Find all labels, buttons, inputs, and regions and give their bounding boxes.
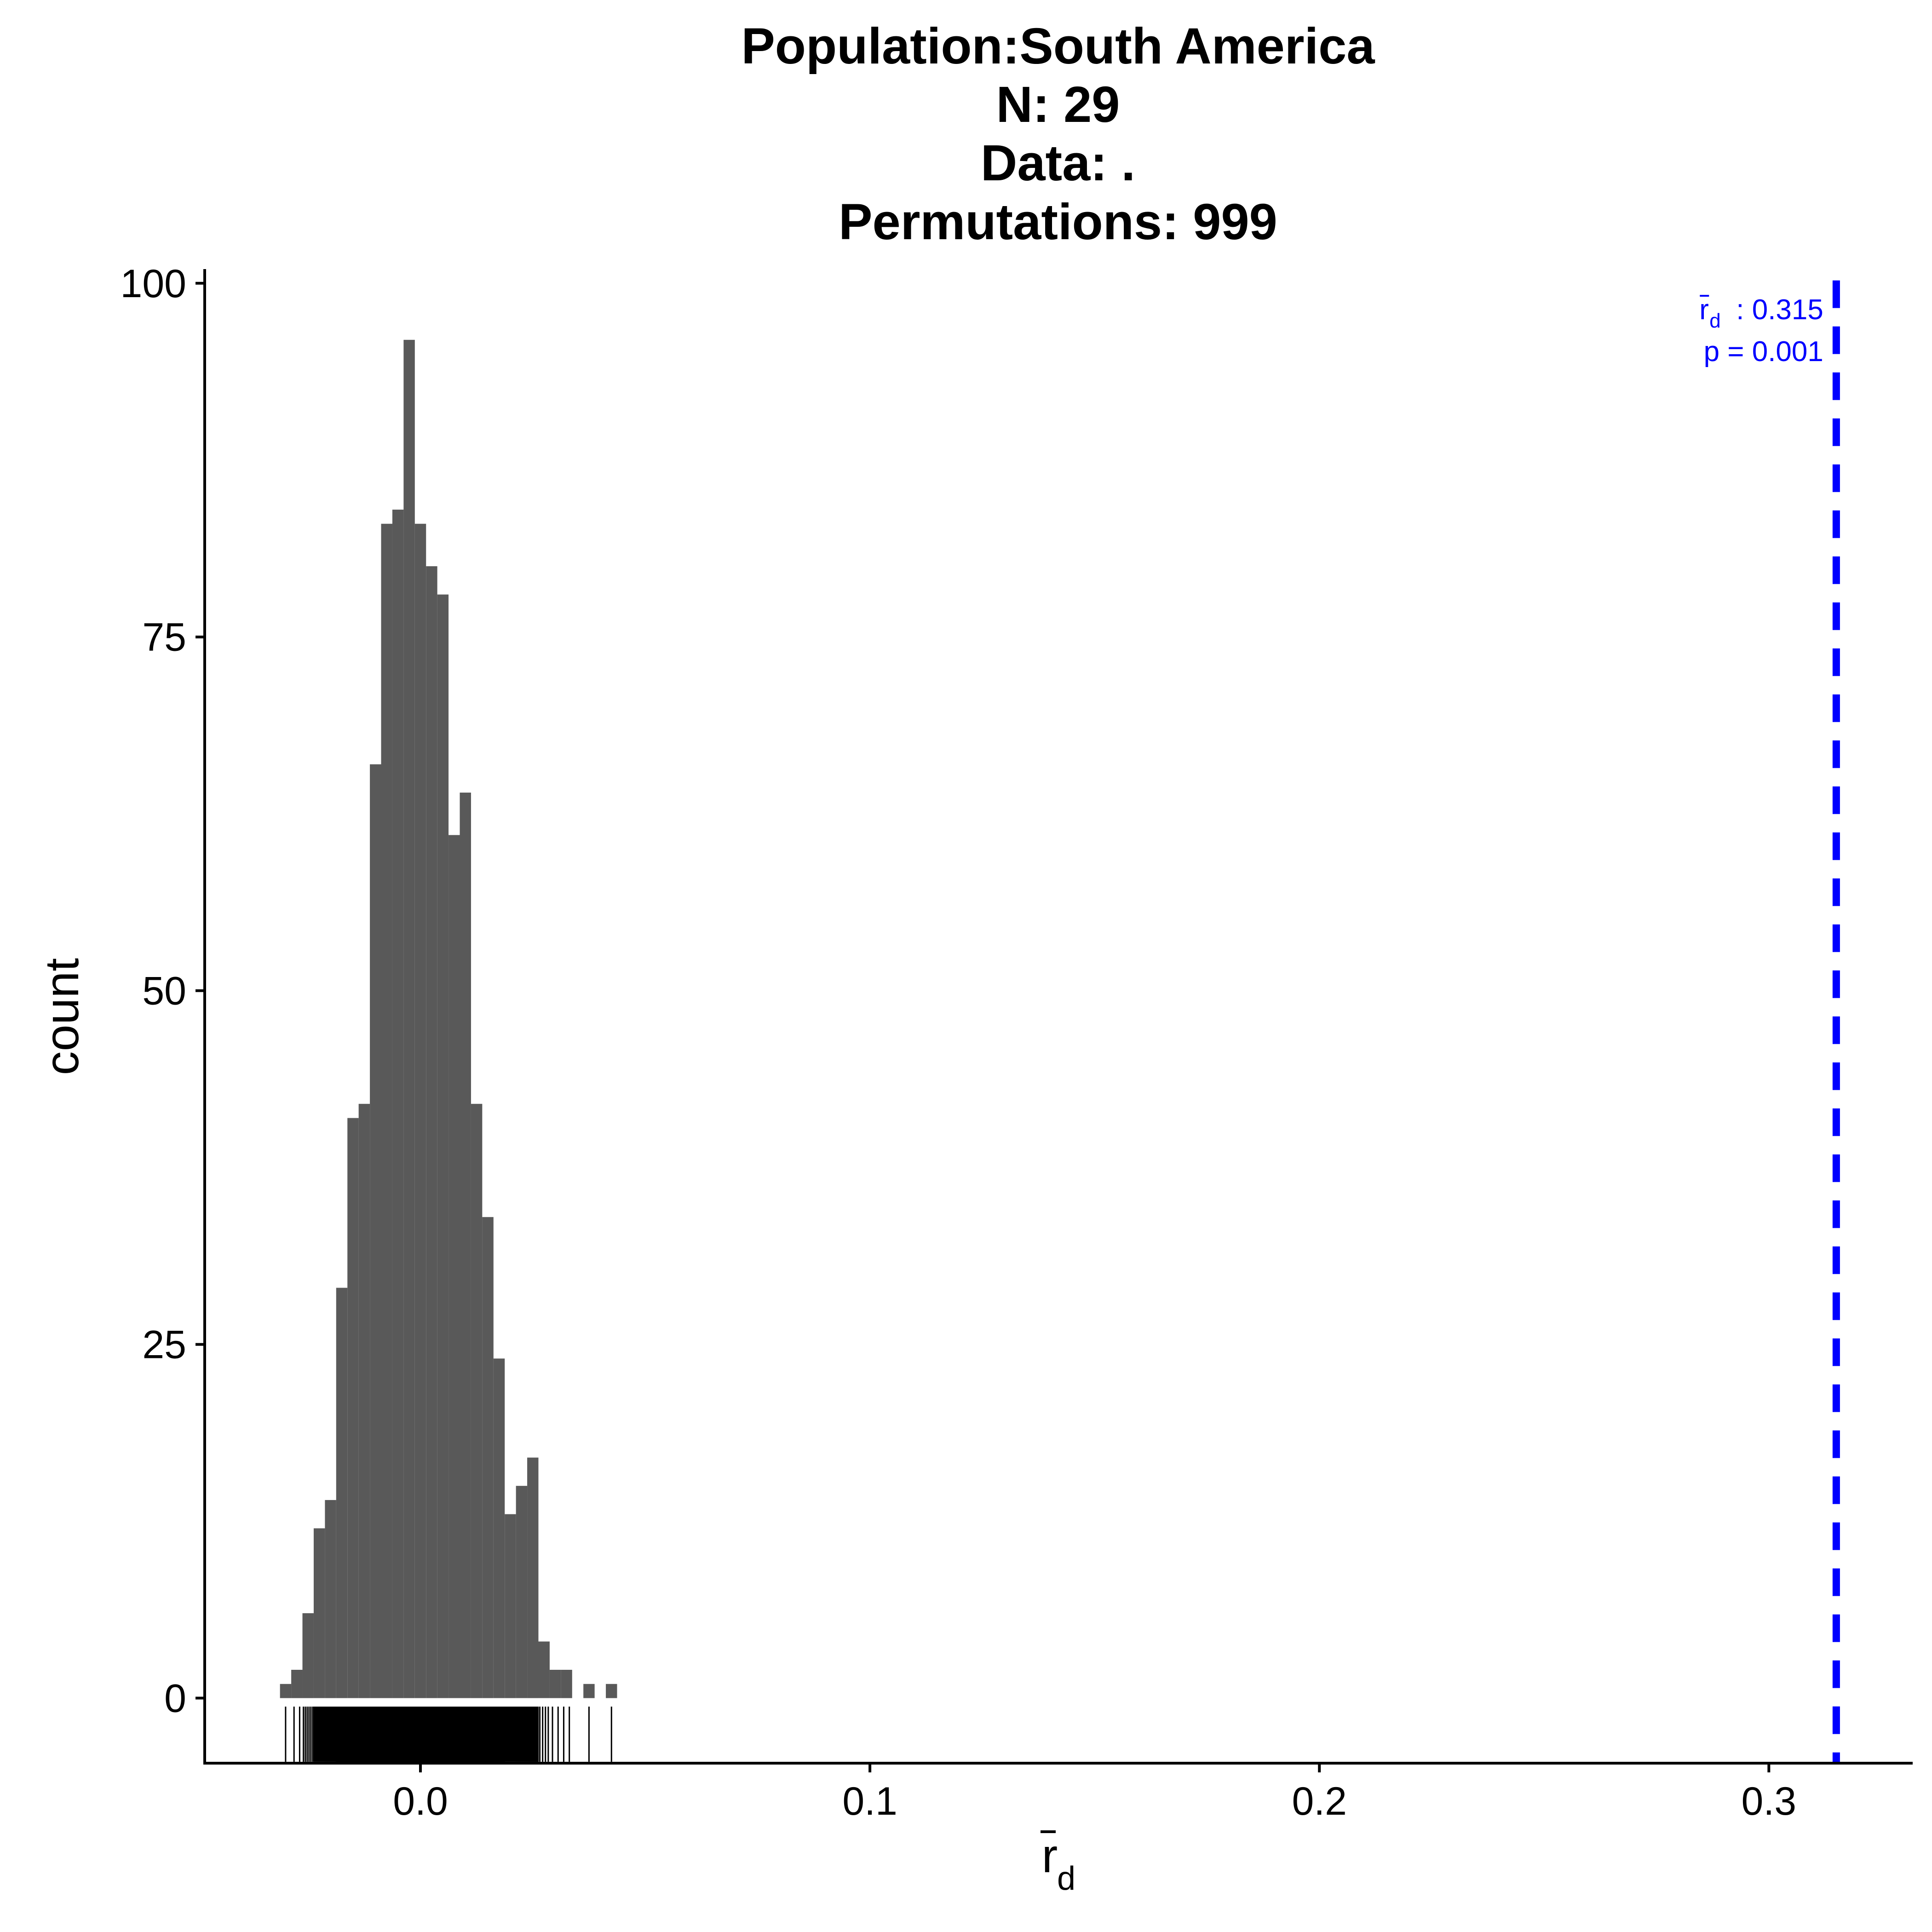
y-tick-label: 50	[142, 969, 186, 1013]
histogram-bar	[448, 835, 460, 1698]
histogram-bar	[538, 1641, 550, 1698]
histogram-bar	[606, 1684, 617, 1698]
x-axis-title-subscript: d	[1057, 1860, 1075, 1897]
histogram-bar	[280, 1684, 292, 1698]
y-tick-label: 75	[142, 615, 186, 660]
histogram-bar	[336, 1288, 348, 1698]
histogram-bars	[280, 339, 617, 1698]
histogram-bar	[403, 339, 415, 1698]
observed-annotation: r d : 0.315 p = 0.001	[1699, 294, 1823, 368]
x-tick-label: 0.0	[393, 1779, 448, 1823]
y-tick-label: 0	[164, 1677, 186, 1721]
histogram-bar	[549, 1670, 561, 1698]
histogram-bar	[505, 1514, 516, 1698]
title-line-permutations: Permutations: 999	[839, 194, 1277, 250]
histogram-bar	[527, 1457, 539, 1698]
x-tick-label: 0.2	[1292, 1779, 1347, 1823]
y-tick-label: 25	[142, 1323, 186, 1367]
histogram-bar	[358, 1104, 370, 1698]
annotation-subscript: d	[1709, 310, 1720, 332]
histogram-bar	[516, 1486, 528, 1698]
histogram-bar	[493, 1358, 505, 1698]
histogram-bar	[370, 764, 381, 1698]
histogram-bar	[583, 1684, 595, 1698]
histogram-bar	[437, 594, 449, 1698]
chart-title: Population:South America N: 29 Data: . P…	[741, 18, 1375, 250]
histogram-bar	[313, 1528, 325, 1698]
histogram-bar	[325, 1500, 336, 1698]
histogram-bar	[291, 1670, 303, 1698]
histogram-bar	[302, 1613, 314, 1698]
x-axis-ticks: 0.0 0.1 0.2 0.3	[393, 1763, 1796, 1823]
title-line-n: N: 29	[996, 76, 1120, 133]
histogram-bar	[561, 1670, 572, 1698]
title-line-population: Population:South America	[741, 18, 1375, 75]
annotation-value: : 0.315	[1736, 294, 1823, 326]
x-axis-title-symbol: r	[1042, 1829, 1058, 1883]
x-tick-label: 0.3	[1742, 1779, 1797, 1823]
histogram-bar	[392, 509, 404, 1698]
y-tick-label: 100	[121, 262, 187, 306]
x-tick-label: 0.1	[842, 1779, 897, 1823]
histogram-bar	[381, 523, 392, 1698]
histogram-bar	[482, 1217, 494, 1698]
annotation-symbol: r	[1699, 294, 1709, 326]
histogram-bar	[460, 793, 471, 1698]
y-axis-ticks: 0 25 50 75 100	[121, 262, 205, 1721]
histogram-bar	[426, 566, 437, 1698]
title-line-data: Data: .	[981, 135, 1135, 191]
histogram-bar	[347, 1118, 359, 1698]
histogram-bar	[414, 523, 426, 1698]
histogram-bar	[471, 1104, 483, 1698]
y-axis-title: count	[35, 958, 89, 1075]
annotation-p-value: p = 0.001	[1704, 336, 1823, 368]
x-axis-title: r d	[1041, 1829, 1075, 1897]
rug-marks	[285, 1706, 612, 1762]
